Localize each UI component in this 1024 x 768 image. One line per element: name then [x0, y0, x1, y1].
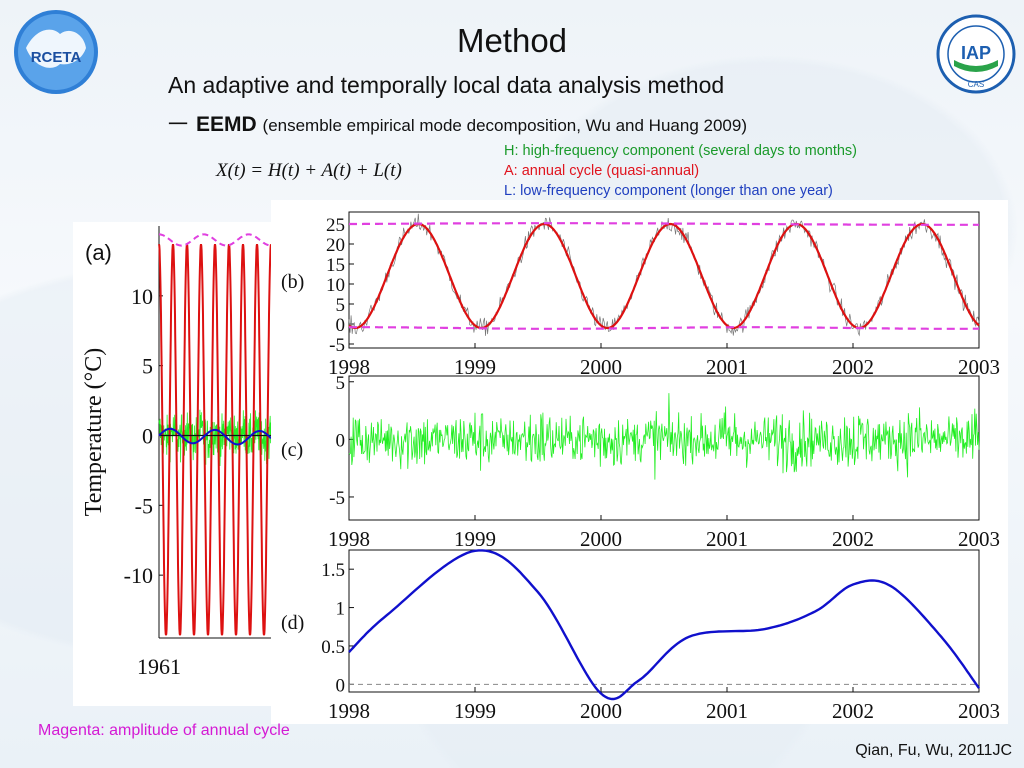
- footnote-magenta: Magenta: amplitude of annual cycle: [38, 722, 290, 739]
- chart-a-ylabel: Temperature (°C): [81, 348, 107, 517]
- chart-c-ytick-label: -5: [329, 488, 345, 509]
- slide-subtitle: An adaptive and temporally local data an…: [168, 72, 725, 98]
- eemd-line: 一 EEMD (ensemble empirical mode decomposi…: [168, 108, 747, 137]
- chart-a-high-frequency-line: [158, 409, 271, 467]
- decomposition-equation: X(t) = H(t) + A(t) + L(t): [216, 160, 402, 181]
- eemd-reference: (ensemble empirical mode decomposition, …: [262, 116, 747, 135]
- chart-d-xtick-label: 1999: [454, 699, 496, 723]
- chart-d-ytick-label: 0: [336, 675, 346, 696]
- chart-b-xtick-label: 2000: [580, 355, 622, 379]
- chart-d-xtick-label: 1998: [328, 699, 370, 723]
- chart-c-panel-label: (c): [281, 439, 303, 461]
- chart-c-high-frequency-line: [348, 393, 980, 480]
- chart-a-ytick-label: -10: [124, 563, 153, 588]
- chart-a-annual-cycle-line: [158, 244, 271, 636]
- chart-d-xtick-label: 2003: [958, 699, 1000, 723]
- chart-c-xtick-label: 2001: [706, 527, 748, 551]
- chart-b-ytick-label: 15: [326, 255, 345, 276]
- rceta-logo: RCETA: [14, 10, 98, 94]
- chart-c-xtick-label: 2000: [580, 527, 622, 551]
- chart-d-ytick-label: 1.5: [321, 560, 345, 581]
- legend-annual-cycle: A: annual cycle (quasi-annual): [504, 163, 700, 179]
- chart-a: 10 5 0 -5 -10 (a) Temperature (°C) 1961: [81, 226, 271, 679]
- chart-a-ytick-label: -5: [135, 493, 153, 518]
- eemd-label: EEMD: [196, 113, 257, 136]
- chart-d-ytick-label: 1: [336, 599, 346, 620]
- iap-logo: IAP CAS: [936, 14, 1016, 94]
- panel-right-background: [271, 200, 1008, 724]
- chart-c-xtick-label: 2003: [958, 527, 1000, 551]
- chart-c-ytick-label: 5: [336, 373, 346, 394]
- chart-a-envelope-line: [159, 233, 271, 247]
- chart-b-xtick-label: 1999: [454, 355, 496, 379]
- chart-a-low-frequency-line: [158, 427, 271, 446]
- chart-b-xtick-label: 1998: [328, 355, 370, 379]
- chart-b-ytick-label: 5: [336, 295, 346, 316]
- chart-c-xtick-label: 2002: [832, 527, 874, 551]
- eemd-dash: 一: [168, 114, 188, 136]
- citation: Qian, Fu, Wu, 2011JC: [855, 742, 1012, 759]
- iap-logo-ring-text: CAS: [968, 80, 984, 89]
- chart-b-xtick-label: 2001: [706, 355, 748, 379]
- chart-b-upper-envelope-line: [349, 222, 979, 226]
- iap-logo-text: IAP: [961, 43, 991, 63]
- rceta-logo-text: RCETA: [31, 49, 82, 66]
- chart-a-ytick-label: 10: [131, 284, 153, 309]
- slide-title: Method: [456, 22, 568, 59]
- chart-d-xtick-label: 2000: [580, 699, 622, 723]
- chart-b-ytick-label: 0: [336, 315, 346, 336]
- chart-c-frame: [348, 375, 980, 521]
- chart-b-ytick-label: 20: [326, 235, 345, 256]
- chart-a-panel-label: (a): [85, 240, 112, 265]
- chart-c-xtick-label: 1998: [328, 527, 370, 551]
- chart-d-low-frequency-line: [348, 549, 980, 701]
- chart-b-frame: [348, 211, 980, 349]
- chart-a-ytick-label: 0: [142, 423, 153, 448]
- chart-b-xtick-label: 2002: [832, 355, 874, 379]
- chart-a-xtick-label: 1961: [137, 654, 181, 679]
- chart-c-ytick-label: 0: [336, 430, 346, 451]
- legend-high-frequency: H: high-frequency component (several day…: [504, 143, 858, 159]
- chart-b-ytick-label: 25: [326, 215, 345, 236]
- chart-d-ytick-label: 0.5: [321, 637, 345, 658]
- chart-d-xtick-label: 2002: [832, 699, 874, 723]
- chart-d-frame: [348, 549, 980, 693]
- chart-b-xtick-label: 2003: [958, 355, 1000, 379]
- chart-b-ytick-label: -5: [329, 335, 345, 356]
- chart-d-panel-label: (d): [281, 612, 304, 634]
- chart-b-panel-label: (b): [281, 271, 304, 293]
- chart-b-daily-temperature-line: [348, 213, 980, 337]
- chart-a-ytick-label: 5: [142, 354, 153, 379]
- chart-b-ytick-label: 10: [326, 275, 345, 296]
- legend-low-frequency: L: low-frequency component (longer than …: [504, 183, 833, 199]
- chart-b-annual-cycle-line: [348, 222, 980, 330]
- chart-c-xtick-label: 1999: [454, 527, 496, 551]
- chart-d-xtick-label: 2001: [706, 699, 748, 723]
- chart-bcd: 1998 1999 2000 2001 2002 2003(b)2520151050-5 …: [281, 211, 1000, 723]
- chart-b-lower-envelope-line: [349, 326, 979, 330]
